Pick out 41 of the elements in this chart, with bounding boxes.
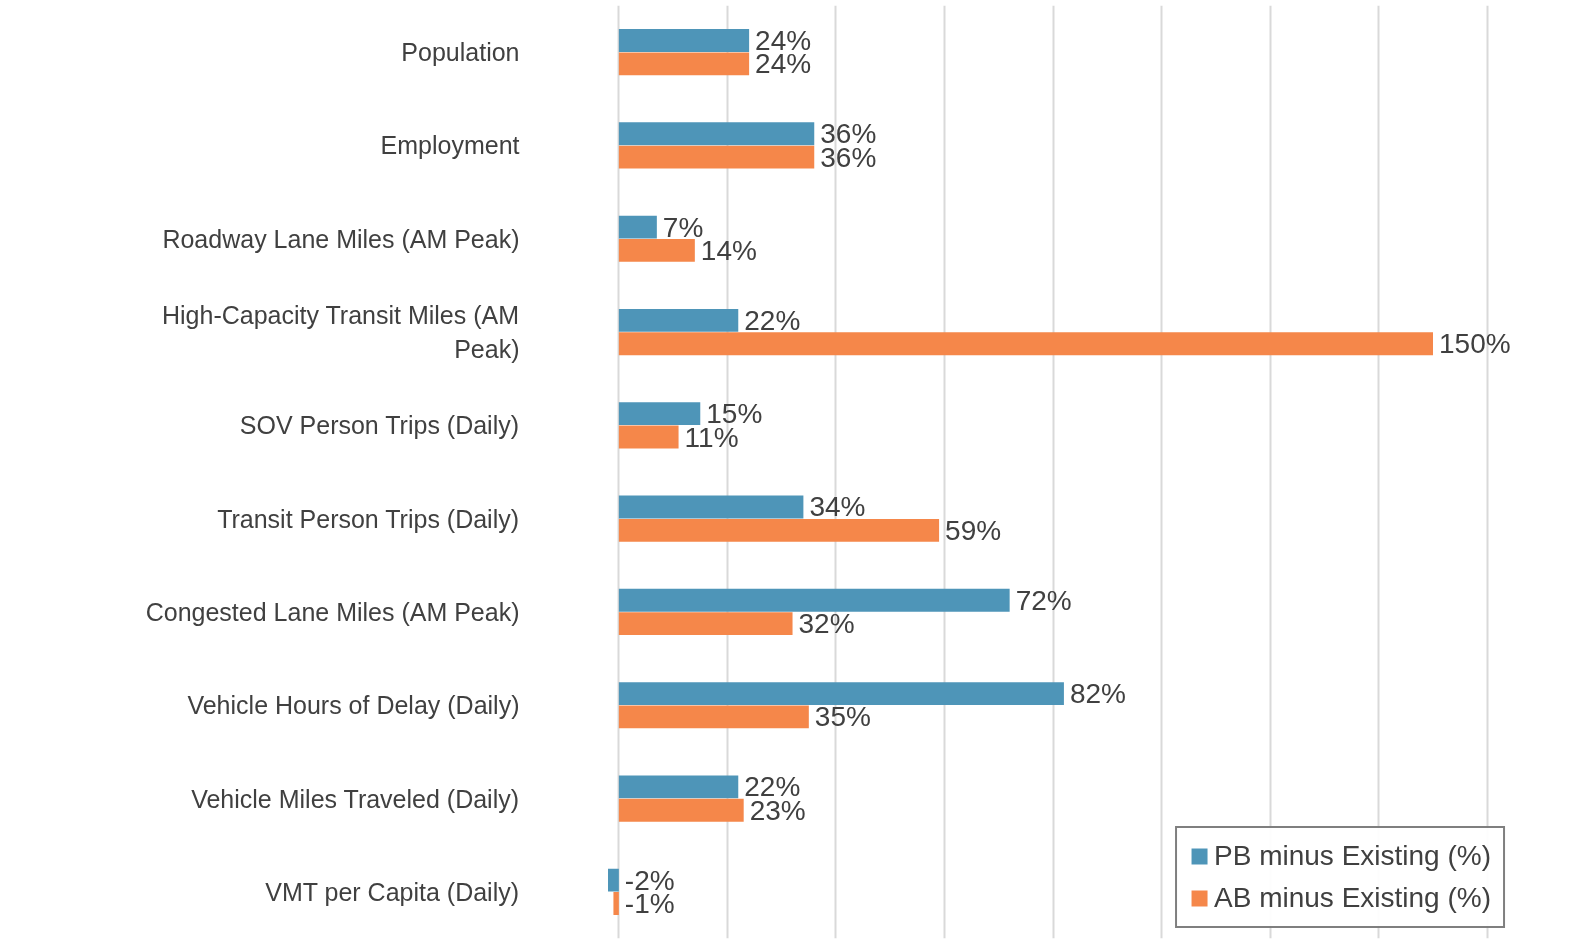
bar (618, 775, 739, 799)
y-tick-label: Congested Lane Miles (AM Peak) (145, 597, 520, 626)
bar (618, 682, 1064, 706)
y-tick-label: Vehicle Miles Traveled (Daily) (191, 784, 520, 813)
bar (618, 705, 809, 729)
legend-label: AB minus Existing (%) (1214, 882, 1491, 914)
y-tick-label: Vehicle Hours of Delay (Daily) (187, 691, 520, 720)
bar (618, 612, 793, 636)
bar (618, 518, 940, 542)
bar (608, 868, 619, 892)
y-tick-label: Employment (380, 131, 520, 160)
data-label: 22% (744, 304, 801, 336)
bar (618, 215, 657, 239)
bar (618, 122, 815, 146)
bar (618, 332, 1433, 356)
bar (618, 145, 815, 169)
bar (618, 588, 1010, 612)
bar (618, 425, 679, 449)
bar (618, 495, 804, 519)
bar (618, 798, 744, 822)
data-label: 150% (1439, 328, 1511, 360)
bar (618, 238, 695, 262)
bar (613, 892, 619, 915)
legend-label: PB minus Existing (%) (1214, 840, 1491, 872)
data-label: 72% (1015, 584, 1072, 616)
bar (618, 308, 739, 332)
y-tick-label: SOV Person Trips (Daily) (239, 411, 520, 440)
y-tick-label: Transit Person Trips (Daily) (217, 504, 520, 533)
y-tick-label: Roadway Lane Miles (AM Peak) (162, 224, 520, 253)
bar (618, 402, 701, 426)
bar (618, 29, 750, 52)
data-label: 7% (662, 211, 704, 243)
data-label: 59% (945, 514, 1002, 546)
data-label: 35% (814, 701, 871, 733)
y-tick-label: VMT per Capita (Daily) (265, 877, 520, 906)
bar (618, 52, 750, 76)
data-label: 82% (1069, 678, 1126, 710)
y-tick-label: High-Capacity Transit Miles (AM Peak) (162, 301, 520, 363)
data-label: 32% (798, 608, 855, 640)
y-tick-label: Population (401, 38, 520, 67)
data-label: 34% (809, 491, 866, 523)
